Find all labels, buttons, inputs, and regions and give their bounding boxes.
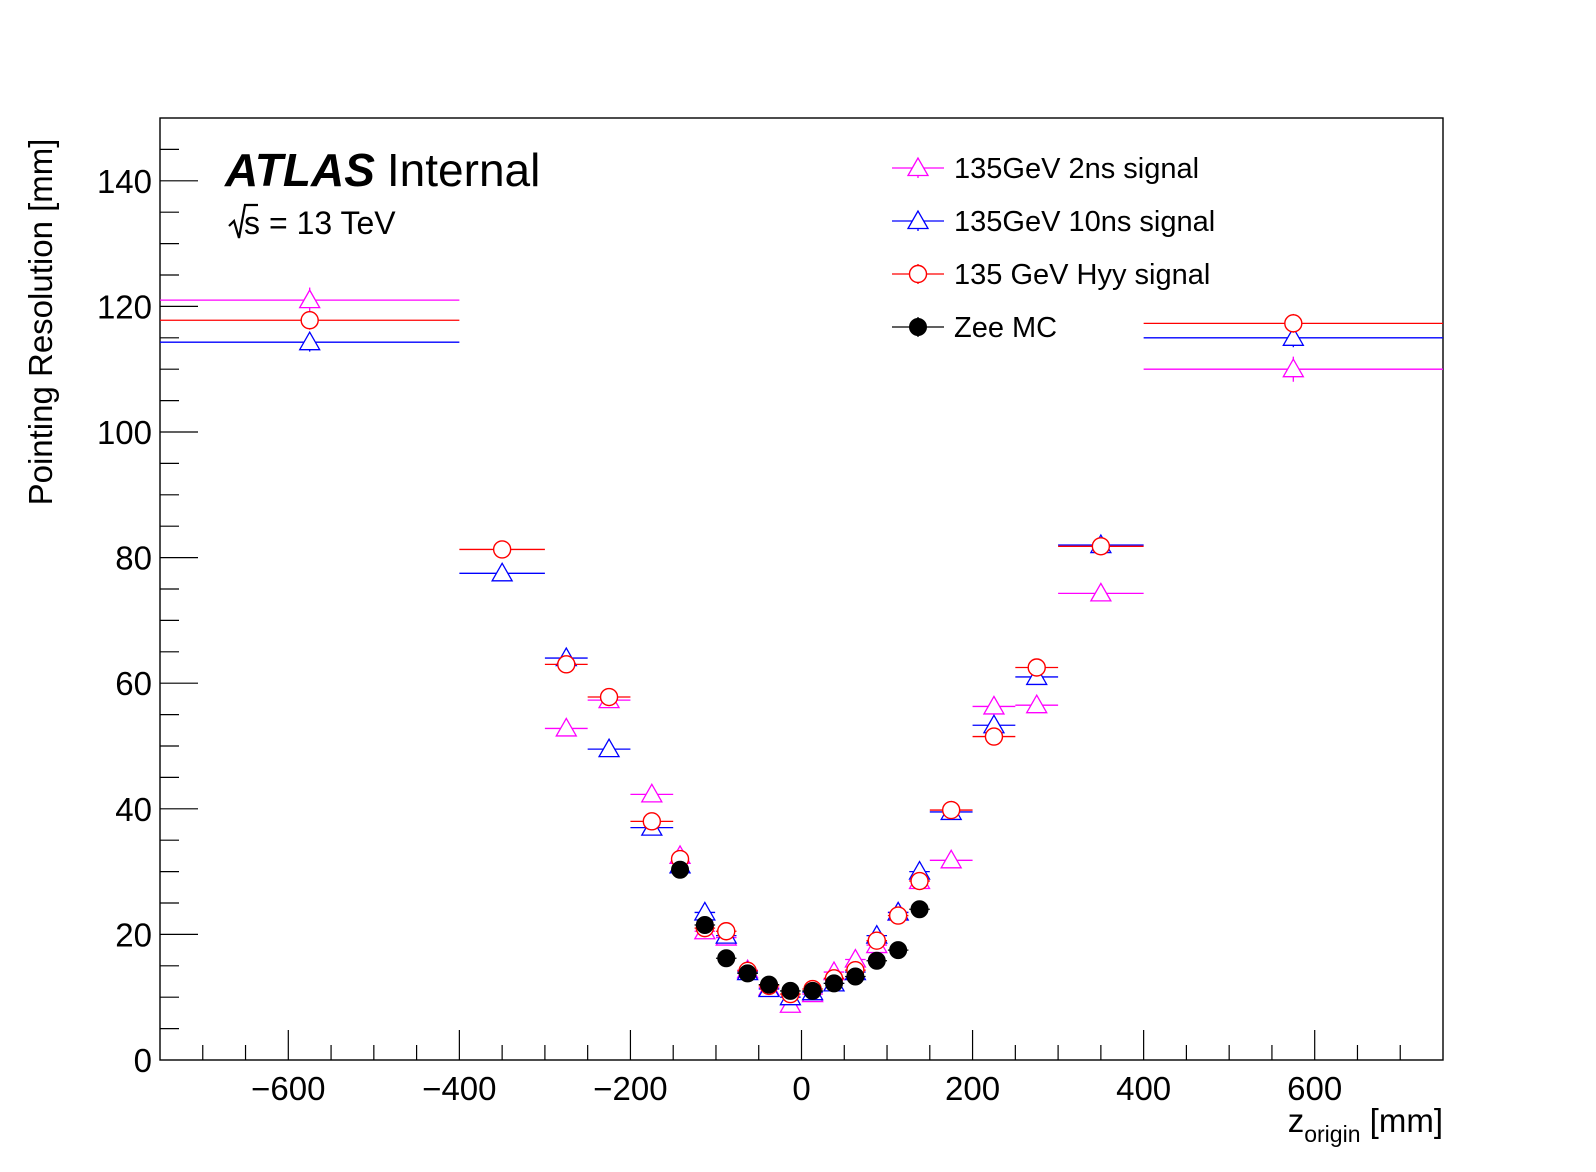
data-point <box>1027 658 1046 677</box>
data-point <box>1282 357 1305 378</box>
data-point <box>940 848 963 869</box>
data-point <box>491 561 514 582</box>
y-tick-label: 20 <box>115 916 152 953</box>
data-point <box>781 981 800 1000</box>
data-point <box>557 655 576 674</box>
atlas-status: Internal <box>387 144 540 196</box>
x-tick-label: 400 <box>1116 1070 1171 1107</box>
data-point <box>759 975 778 994</box>
legend-item: 135GeV 2ns signal <box>892 153 1199 185</box>
sqrt-symbol <box>228 203 258 239</box>
data-point <box>910 900 929 919</box>
data-point <box>825 974 844 993</box>
y-tick-label: 80 <box>115 540 152 577</box>
y-tick-label: 120 <box>97 288 152 325</box>
data-point <box>599 687 619 707</box>
x-tick-label: −200 <box>593 1070 667 1107</box>
data-point <box>1025 693 1048 714</box>
data-point <box>671 860 690 879</box>
data-point <box>717 922 736 941</box>
data-point <box>1091 537 1111 556</box>
data-point <box>984 727 1004 746</box>
data-point <box>555 717 578 737</box>
y-tick-label: 40 <box>115 791 152 828</box>
legend-marker <box>908 264 928 284</box>
data-point <box>717 949 736 968</box>
x-axis-title-unit: [mm] <box>1370 1102 1443 1139</box>
legend-label: 135 GeV Hyy signal <box>954 259 1210 291</box>
data-point <box>889 941 908 960</box>
legend-marker <box>909 318 927 336</box>
y-axis-title: Pointing Resolution [mm] <box>22 139 59 506</box>
data-point <box>941 800 961 820</box>
data-point <box>982 695 1006 715</box>
axis-ticks <box>160 148 1401 1060</box>
y-tick-label: 0 <box>134 1042 152 1079</box>
y-tick-label: 140 <box>97 163 152 200</box>
x-axis-title-main: z <box>1288 1102 1305 1139</box>
y-tick-label: 60 <box>115 665 152 702</box>
legend: 135GeV 2ns signal 135GeV 10ns signal 135 G… <box>892 153 1215 344</box>
legend-label: Zee MC <box>954 312 1057 344</box>
data-point <box>803 981 822 1000</box>
x-tick-label: 600 <box>1287 1070 1342 1107</box>
data-point <box>1089 582 1112 602</box>
x-tick-label: 0 <box>792 1070 810 1107</box>
axis-tick-labels: −600 −400 −200 0 200 400 600 0 20 40 60 80 100 120 140 <box>97 163 1342 1107</box>
legend-marker <box>906 209 930 230</box>
data-point <box>738 964 757 983</box>
legend-marker <box>906 156 930 177</box>
atlas-label: ATLAS Internal <box>224 144 540 196</box>
energy-label: s = 13 TeV <box>228 203 396 241</box>
legend-label: 135GeV 2ns signal <box>954 153 1199 185</box>
data-point <box>867 951 886 970</box>
series-3 <box>671 860 930 1000</box>
legend-item: Zee MC <box>892 312 1057 344</box>
data-point <box>298 288 321 309</box>
y-tick-label: 100 <box>97 414 152 451</box>
atlas-experiment-name: ATLAS <box>224 144 375 196</box>
data-point <box>640 783 663 803</box>
x-tick-label: 200 <box>945 1070 1000 1107</box>
data-point <box>492 540 512 559</box>
energy-value: = 13 TeV <box>269 205 396 241</box>
x-axis-title: zorigin [mm] <box>1288 1102 1443 1147</box>
data-point <box>1282 326 1305 346</box>
legend-item: 135GeV 10ns signal <box>892 206 1215 238</box>
data-point <box>300 311 319 330</box>
legend-item: 135 GeV Hyy signal <box>892 259 1210 291</box>
data-point <box>846 967 865 986</box>
data-point <box>695 915 714 934</box>
x-axis-title-gap <box>1361 1102 1370 1139</box>
energy-root-symbol: s <box>244 205 260 241</box>
data-point <box>597 737 621 758</box>
x-axis-title-subscript: origin <box>1304 1121 1360 1147</box>
data-series <box>160 287 1443 1013</box>
data-point <box>867 931 886 950</box>
energy-text: s = 13 TeV <box>244 205 396 241</box>
data-point <box>642 812 662 831</box>
legend-label: 135GeV 10ns signal <box>954 206 1215 238</box>
data-point <box>1284 314 1303 333</box>
x-tick-label: −600 <box>251 1070 325 1107</box>
data-point <box>298 330 321 351</box>
x-tick-label: −400 <box>422 1070 496 1107</box>
data-point <box>910 871 929 891</box>
data-point <box>888 906 908 925</box>
